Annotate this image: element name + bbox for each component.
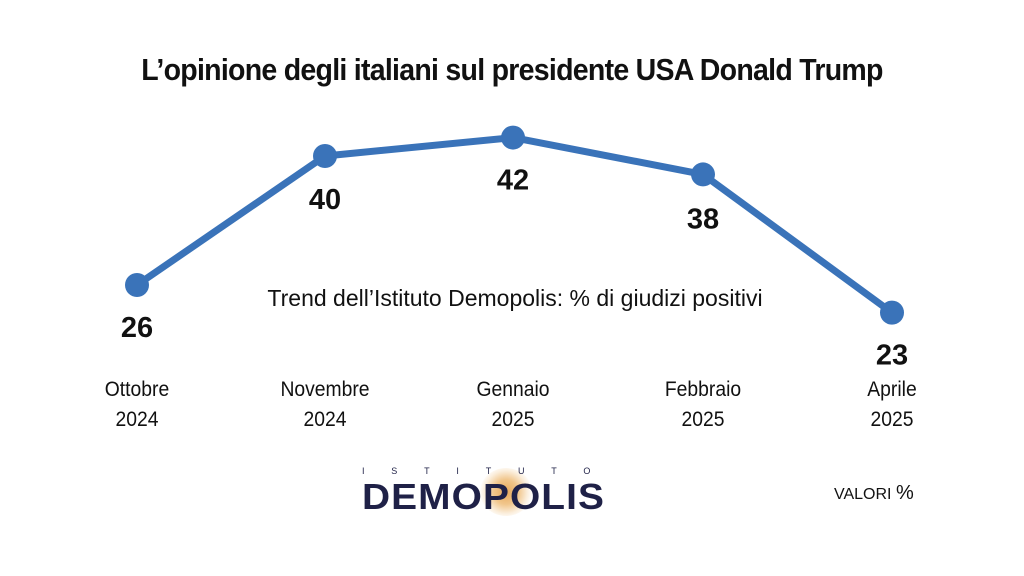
x-tick-month-1: Novembre (280, 378, 370, 401)
x-tick-year-4: 2025 (870, 408, 914, 431)
x-tick-month-3: Febbraio (664, 378, 742, 401)
x-tick-label-2: Gennaio 2025 (449, 375, 578, 435)
data-point-2 (501, 125, 525, 150)
x-tick-label-4: Aprile 2025 (828, 375, 957, 435)
x-tick-year-3: 2025 (681, 408, 725, 431)
data-label-0: 26 (121, 312, 153, 344)
data-label-1: 40 (309, 184, 341, 216)
logo-top-text: ISTITUTO (362, 466, 618, 476)
data-point-3 (691, 162, 715, 187)
x-tick-label-1: Novembre 2024 (261, 375, 390, 435)
data-label-2: 42 (497, 165, 529, 197)
logo-main-text: DEMOPOLIS (362, 476, 606, 517)
data-point-0 (125, 273, 149, 297)
logo-glow (480, 468, 532, 516)
demopolis-logo: ISTITUTO DEMOPOLIS (362, 466, 654, 517)
chart-title: L’opinione degli italiani sul presidente… (141, 52, 883, 87)
x-tick-month-4: Aprile (867, 378, 917, 401)
chart-subtitle: Trend dell’Istituto Demopolis: % di giud… (267, 285, 763, 311)
x-tick-year-2: 2025 (491, 408, 535, 431)
data-label-3: 38 (687, 203, 719, 235)
data-point-4 (880, 300, 904, 325)
x-tick-year-1: 2024 (303, 408, 347, 431)
units-note: VALORI % (834, 482, 914, 505)
data-point-1 (313, 144, 337, 168)
units-label: VALORI (834, 486, 892, 503)
x-tick-label-0: Ottobre 2024 (73, 375, 202, 435)
data-label-4: 23 (876, 340, 908, 372)
units-symbol: % (895, 482, 914, 504)
x-tick-month-0: Ottobre (104, 378, 170, 401)
x-tick-month-2: Gennaio (476, 378, 550, 401)
x-tick-label-3: Febbraio 2025 (639, 375, 768, 435)
x-tick-year-0: 2024 (115, 408, 159, 431)
